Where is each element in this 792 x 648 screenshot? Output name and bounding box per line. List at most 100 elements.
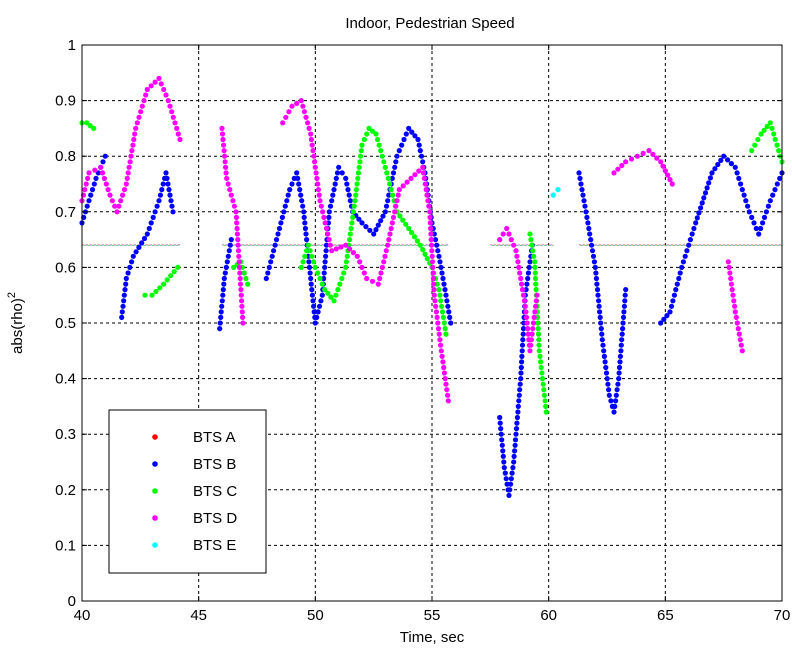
data-point (432, 237, 439, 243)
data-point (221, 148, 227, 154)
data-point (619, 331, 625, 337)
data-point (166, 187, 172, 193)
data-point (392, 209, 398, 215)
legend-marker (152, 434, 158, 440)
data-point (139, 103, 145, 109)
data-point (518, 364, 524, 371)
data-point (83, 181, 89, 187)
data-point (171, 269, 177, 275)
data-point (327, 242, 333, 248)
data-point (325, 290, 331, 296)
data-point (312, 164, 318, 170)
data-point (441, 281, 447, 287)
data-point (542, 398, 548, 404)
data-point (287, 187, 293, 193)
data-point (508, 481, 514, 487)
data-point (511, 459, 517, 465)
data-point (375, 136, 381, 143)
data-point (223, 264, 229, 270)
data-point (513, 426, 520, 432)
data-point (378, 148, 384, 154)
data-point (615, 166, 621, 172)
data-point (322, 220, 328, 226)
data-point (443, 381, 449, 387)
data-point (603, 370, 610, 376)
data-point (599, 337, 605, 343)
data-point (399, 142, 405, 148)
legend: BTS A BTS B BTS C BTS D BTS E (108, 409, 267, 574)
data-point (646, 148, 652, 154)
data-point (220, 292, 226, 298)
data-point (514, 420, 520, 426)
y-axis: 0 0.1 0.2 0.3 0.4 0.5 0.6 0.7 0.8 0.9 1 (55, 37, 782, 610)
data-point (275, 231, 281, 237)
data-point (124, 175, 130, 181)
data-point (707, 175, 714, 181)
data-point (555, 187, 561, 193)
data-point (163, 92, 169, 98)
data-point (161, 86, 167, 93)
data-point (317, 198, 323, 204)
data-point (621, 309, 627, 315)
data-point (385, 242, 391, 248)
data-point (425, 198, 431, 204)
data-point (133, 249, 139, 255)
data-point (161, 281, 167, 287)
data-point (354, 253, 360, 259)
data-point (521, 298, 528, 304)
data-point (689, 231, 695, 237)
data-point (578, 181, 584, 187)
data-point (611, 170, 617, 176)
data-point (355, 175, 361, 181)
data-point (671, 292, 678, 298)
data-point (772, 187, 778, 193)
data-point (530, 320, 537, 326)
data-point (756, 231, 762, 237)
data-point (322, 259, 328, 265)
data-point (500, 453, 506, 459)
data-point (513, 431, 519, 437)
data-point (438, 348, 444, 354)
data-point (603, 364, 609, 371)
data-point (679, 264, 685, 270)
data-point (221, 142, 227, 148)
data-point (589, 248, 596, 254)
data-point (240, 320, 246, 326)
data-point (508, 237, 514, 243)
data-point (617, 359, 623, 365)
data-point (739, 348, 745, 354)
data-point (369, 278, 376, 284)
x-tick-label: 70 (774, 607, 791, 624)
y-tick-label: 0 (68, 593, 76, 610)
data-point (130, 253, 136, 259)
data-point (614, 387, 620, 393)
data-point (440, 275, 446, 282)
data-point (414, 238, 420, 244)
data-point (520, 337, 526, 343)
data-point (148, 220, 154, 226)
data-point (321, 270, 327, 276)
data-point (335, 287, 341, 293)
data-point (520, 292, 527, 298)
data-point (715, 161, 721, 168)
data-point (436, 287, 442, 293)
data-point (530, 248, 536, 254)
data-point (680, 259, 687, 265)
data-point (225, 253, 231, 259)
data-point (301, 214, 307, 220)
data-point (584, 214, 590, 220)
data-point (164, 175, 170, 181)
data-point (427, 214, 433, 220)
data-point (524, 281, 530, 287)
data-point (236, 264, 243, 270)
data-point (531, 253, 537, 259)
data-point (217, 320, 223, 326)
data-point (539, 376, 546, 382)
data-point (674, 281, 680, 287)
data-point (381, 159, 387, 165)
data-point (438, 342, 444, 348)
data-point (444, 298, 450, 304)
data-point (356, 164, 362, 170)
data-point (686, 242, 692, 248)
data-point (343, 264, 349, 270)
